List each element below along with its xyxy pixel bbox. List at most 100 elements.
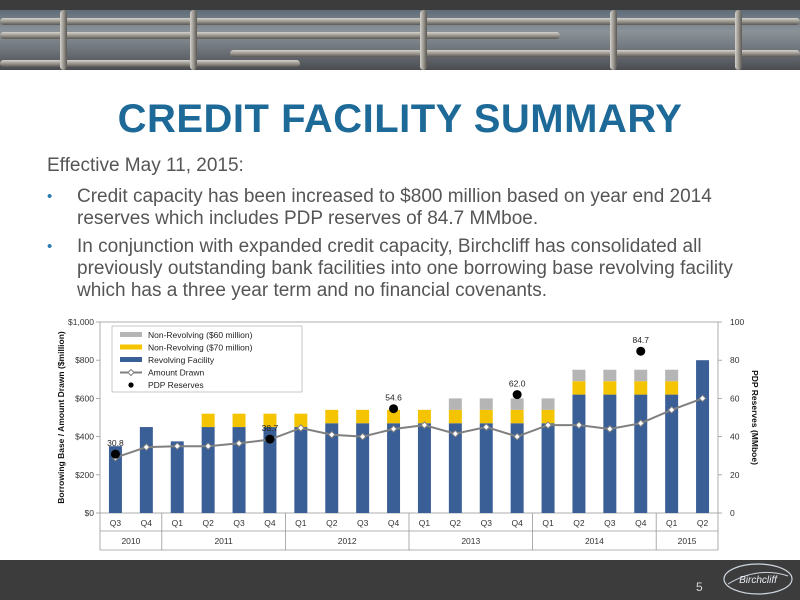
bar-revolving [510, 423, 524, 513]
bar-non-revolving-60 [479, 398, 493, 410]
y-tick-label: $800 [75, 355, 94, 365]
y-axis-label: Borrowing Base / Amount Drawn ($million) [56, 331, 66, 504]
bar-revolving [170, 441, 184, 513]
top-bar [0, 0, 800, 10]
x-tick-label: Q4 [264, 518, 276, 528]
bullet-list: • Credit capacity has been increased to … [47, 186, 762, 308]
legend-label: Amount Drawn [148, 368, 204, 378]
amount-drawn-point [605, 425, 614, 433]
x-tick-label: Q4 [511, 518, 523, 528]
year-label: 2012 [338, 536, 357, 546]
page-title: CREDIT FACILITY SUMMARY [117, 97, 683, 141]
amount-drawn-point [358, 432, 367, 441]
x-tick-label: Q3 [233, 518, 245, 528]
legend-swatch [120, 357, 142, 362]
bar-revolving [696, 360, 710, 513]
bar-revolving [108, 446, 122, 513]
legend-label: Revolving Facility [148, 355, 215, 365]
amount-drawn-point [451, 429, 460, 438]
footer-bar [0, 560, 800, 600]
pdp-data-label: 84.7 [632, 335, 649, 345]
bar-revolving [387, 423, 401, 513]
y2-tick-label: 0 [730, 508, 735, 518]
x-tick-label: Q1 [542, 518, 554, 528]
bar-non-revolving-60 [603, 369, 617, 382]
x-tick-label: Q4 [635, 518, 647, 528]
x-tick-label: Q1 [666, 518, 678, 528]
bullet-item: • Credit capacity has been increased to … [47, 186, 762, 230]
x-tick-label: Q1 [295, 518, 307, 528]
bar-revolving [325, 423, 339, 513]
bar-revolving [201, 427, 215, 513]
amount-drawn-point [513, 432, 522, 441]
amount-drawn-line [115, 397, 703, 459]
bullet-text: Credit capacity has been increased to $8… [77, 186, 712, 229]
bar-revolving [448, 423, 462, 513]
bar-non-revolving-60 [510, 398, 524, 410]
bar-revolving [294, 427, 308, 513]
x-tick-label: Q2 [202, 518, 214, 528]
legend-label: PDP Reserves [148, 380, 204, 390]
x-tick-label: Q2 [326, 518, 338, 528]
x-tick-label: Q1 [172, 518, 184, 528]
y2-axis-label: PDP Reserves (MMboe) [750, 370, 760, 465]
x-tick-label: Q4 [141, 518, 153, 528]
amount-drawn-point [204, 442, 213, 451]
amount-drawn-point [667, 405, 676, 414]
bullet-text: In conjunction with expanded credit capa… [77, 236, 733, 301]
amount-drawn-point [389, 425, 398, 433]
bar-revolving [603, 394, 617, 513]
bar-non-revolving-70 [510, 409, 524, 424]
bar-revolving [232, 427, 246, 513]
bullet-icon: • [47, 188, 53, 205]
bar-non-revolving-60 [541, 398, 555, 410]
y2-tick-label: 60 [730, 393, 740, 403]
x-tick-label: Q2 [573, 518, 585, 528]
amount-drawn-point [235, 439, 243, 448]
bar-non-revolving-70 [356, 409, 370, 424]
legend-label: Non-Revolving ($60 million) [148, 330, 253, 340]
bar-non-revolving-70 [263, 413, 277, 428]
pdp-reserves-point [265, 434, 275, 444]
bar-revolving [479, 423, 493, 513]
bar-revolving [139, 427, 153, 513]
bar-revolving [634, 394, 648, 513]
pdp-data-label: 38.7 [262, 423, 279, 433]
bullet-item: • In conjunction with expanded credit ca… [47, 236, 762, 302]
pdp-data-label: 54.6 [385, 393, 402, 403]
y2-tick-label: 100 [730, 317, 744, 327]
amount-drawn-point [327, 430, 336, 439]
bar-non-revolving-70 [232, 413, 246, 428]
bar-non-revolving-70 [479, 409, 493, 424]
bar-revolving [572, 394, 586, 513]
bar-revolving [665, 394, 679, 513]
year-label: 2014 [585, 536, 604, 546]
bar-revolving [541, 423, 555, 513]
bar-non-revolving-70 [541, 409, 555, 424]
x-tick-label: Q2 [450, 518, 462, 528]
year-label: 2013 [461, 536, 480, 546]
x-tick-label: Q3 [481, 518, 493, 528]
amount-drawn-point [575, 421, 583, 430]
x-tick-label: Q3 [604, 518, 616, 528]
bar-non-revolving-60 [665, 369, 679, 382]
year-label: 2015 [678, 536, 697, 546]
y2-tick-label: 80 [730, 355, 740, 365]
bar-non-revolving-60 [572, 369, 586, 382]
bar-non-revolving-70 [325, 409, 339, 424]
legend-swatch [120, 344, 142, 350]
chart-legend [111, 325, 303, 393]
pdp-data-label: 30.8 [107, 438, 124, 448]
y-tick-label: $400 [75, 432, 94, 442]
credit-facility-chart: $0 $200 $400 $600 $800 $1,000 0 20 40 60 80 100 Borr… [56, 317, 760, 551]
bar-revolving [417, 423, 431, 513]
bar-non-revolving-70 [572, 381, 586, 395]
bar-non-revolving-70 [634, 381, 648, 395]
x-tick-label: Q2 [697, 518, 709, 528]
amount-drawn-point [636, 419, 645, 428]
pdp-reserves-point [110, 449, 120, 459]
legend-swatch [120, 332, 142, 337]
amount-drawn-point [544, 421, 552, 430]
x-tick-label: Q3 [110, 518, 122, 528]
legend-label: Non-Revolving ($70 million) [148, 343, 253, 353]
